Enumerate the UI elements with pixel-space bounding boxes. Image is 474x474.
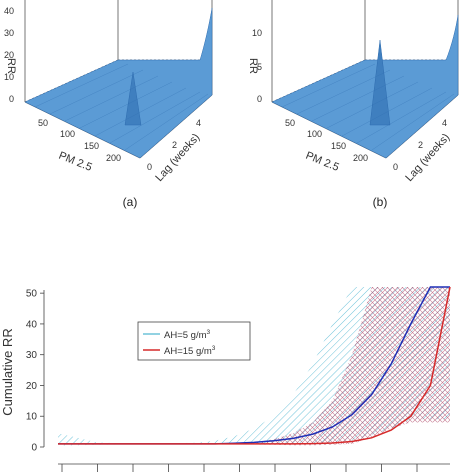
panel-a-z-tick: 20: [4, 50, 14, 60]
band-ah15: [58, 287, 450, 446]
panel-b-z-label: RR: [247, 58, 259, 74]
panel-b-lag-tick: 2: [418, 140, 423, 150]
panel-a-z-tick: 30: [4, 28, 14, 38]
panel-a-caption: (a): [123, 195, 138, 209]
panel-b: 10 5 0 RR 50 100 150 200 PM 2.5 0 2 4 La…: [247, 0, 459, 209]
confidence-bands: [58, 287, 450, 446]
panel-b-pm-tick: 50: [285, 118, 295, 128]
y-ticks: 0 10 20 30 40 50: [26, 289, 44, 454]
panel-b-pm-tick: 150: [331, 141, 346, 151]
y-tick-label: 10: [26, 412, 38, 423]
panel-a-z-tick: 0: [9, 94, 14, 104]
line-ah15: [58, 286, 451, 445]
y-tick-label: 0: [31, 443, 37, 454]
panel-b-caption: (b): [373, 195, 388, 209]
panel-b-z-tick: 5: [257, 62, 262, 72]
panel-a-pm-tick: 150: [84, 141, 99, 151]
panel-a-pm-label: PM 2.5: [57, 150, 94, 174]
panel-b-pm-tick: 200: [353, 153, 368, 163]
panel-b-z-tick: 10: [252, 28, 262, 38]
legend-box: [137, 321, 251, 361]
legend-label-ah5: AH=5 g/m3: [164, 329, 211, 341]
y-tick-label: 50: [26, 289, 38, 300]
panel-a-pm-tick: 100: [60, 129, 75, 139]
y-tick-label: 30: [26, 350, 38, 361]
y-tick-label: 40: [26, 319, 38, 330]
panel-a-lag-tick: 2: [172, 140, 177, 150]
panel-a-pm-tick: 200: [106, 153, 121, 163]
series-lines: [58, 286, 451, 445]
panel-b-lag-tick: 4: [442, 118, 447, 128]
panel-b-surface: [271, 14, 459, 159]
panel-a-surface: [24, 7, 213, 159]
panel-a-pm-tick: 50: [38, 118, 48, 128]
panel-b-pm-label: PM 2.5: [304, 150, 341, 174]
cumulative-chart: 0 10 20 30 40 50 Cumulative RR AH=5 g/m3 AH=1…: [0, 286, 451, 472]
panel-a-z-tick: 10: [4, 72, 14, 82]
y-tick-label: 20: [26, 381, 38, 392]
y-axis-label: Cumulative RR: [0, 328, 15, 415]
panel-b-pm-tick: 100: [307, 129, 322, 139]
panel-b-lag-tick: 0: [393, 162, 398, 172]
panel-b-lag-label: Lag (weeks): [403, 131, 452, 184]
panel-a-z-label: RR: [5, 58, 17, 74]
panel-b-z-tick: 0: [257, 94, 262, 104]
legend-label-ah15: AH=15 g/m3: [164, 345, 216, 357]
panel-a-lag-tick: 4: [196, 118, 201, 128]
panel-a: 40 30 20 10 0 RR 50 100 150 200 PM 2.5 0…: [4, 0, 213, 209]
legend: AH=5 g/m3 AH=15 g/m3: [137, 321, 251, 361]
x-ticks: [61, 464, 418, 472]
panel-a-z-tick: 40: [4, 6, 14, 16]
panel-a-lag-tick: 0: [147, 162, 152, 172]
